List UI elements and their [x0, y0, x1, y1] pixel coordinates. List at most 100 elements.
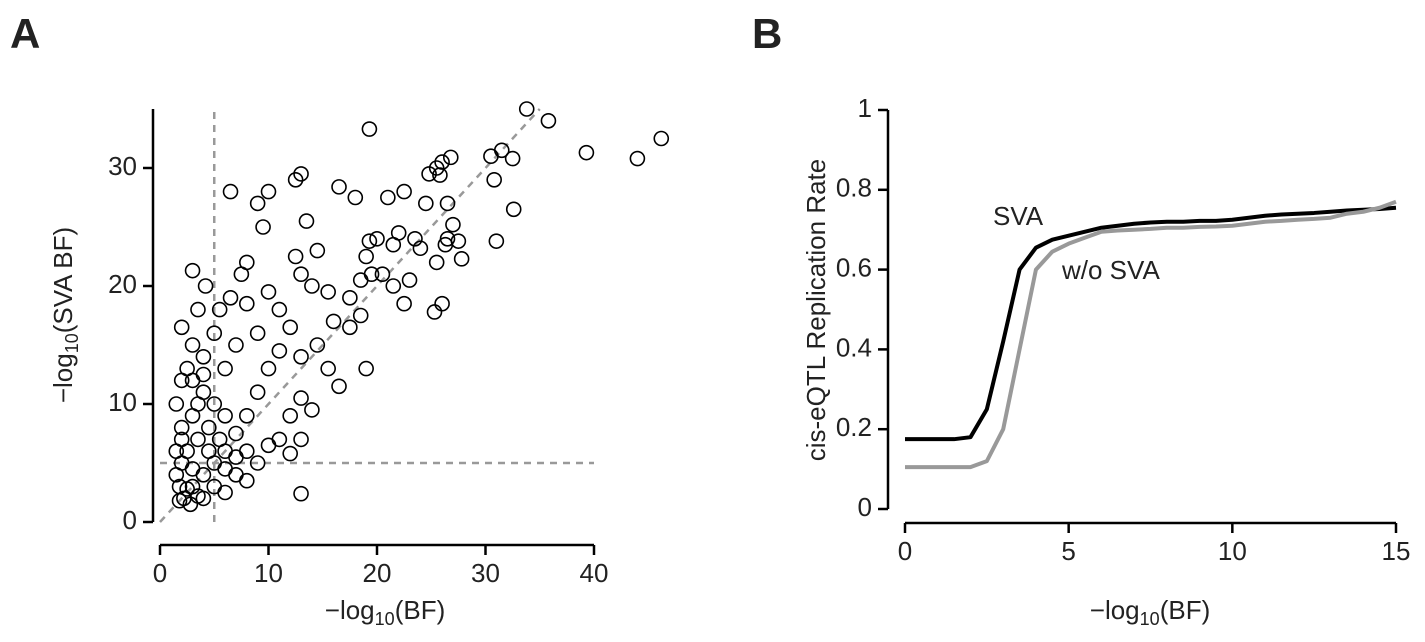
axis-label-part: (BF) [395, 595, 446, 625]
point [168, 443, 185, 460]
x-tick-label: 5 [1061, 536, 1075, 566]
point [168, 396, 185, 412]
series-label: SVA [993, 201, 1044, 231]
axis-label-sub: 10 [375, 609, 395, 629]
point [206, 325, 223, 342]
axis-label-part: (BF) [1160, 595, 1211, 625]
point [396, 183, 412, 200]
point [434, 295, 450, 312]
point [493, 142, 510, 159]
y-tick-label: 20 [108, 269, 137, 299]
point [293, 431, 309, 448]
reference-line [159, 108, 541, 523]
point [428, 254, 445, 271]
point [331, 378, 347, 395]
y-tick-label: 0.4 [836, 332, 872, 362]
point [228, 449, 244, 465]
y-tick-label: 0.2 [836, 412, 872, 442]
point [239, 295, 255, 312]
point [304, 278, 320, 294]
point [352, 307, 369, 324]
point [421, 166, 437, 182]
point [293, 166, 309, 182]
x-tick-label: 15 [1382, 536, 1411, 566]
point [206, 396, 223, 412]
point [407, 231, 423, 247]
point [184, 262, 201, 279]
point [361, 121, 378, 137]
point [217, 407, 233, 424]
point [195, 366, 212, 383]
point [282, 407, 299, 424]
point [309, 242, 326, 259]
point [374, 266, 391, 283]
y-tick-label: 0 [123, 505, 137, 535]
y-tick-label: 0.6 [836, 252, 872, 282]
point [282, 445, 299, 462]
point [282, 319, 299, 336]
x-tick-label: 20 [363, 558, 392, 588]
series-line [905, 205, 1397, 442]
axis-label-sub: 10 [62, 333, 82, 353]
point [182, 496, 199, 513]
axis-label: cis-eQTL Replication Rate [801, 159, 831, 462]
point [260, 360, 277, 377]
x-tick-label: 40 [580, 558, 609, 588]
series-line [905, 199, 1397, 470]
y-tick-label: 0 [858, 492, 872, 522]
x-tick-label: 30 [471, 558, 500, 588]
point [320, 284, 336, 300]
point [445, 216, 461, 233]
point [505, 201, 522, 218]
point [260, 183, 277, 200]
panel-label: B [752, 10, 782, 57]
axis-label-part: −log [1090, 595, 1140, 625]
point [184, 372, 201, 389]
point [293, 390, 309, 406]
point [195, 490, 212, 507]
point [190, 396, 206, 412]
point [239, 472, 255, 489]
axis-label-sub: 10 [1140, 609, 1160, 629]
point [437, 236, 454, 253]
point [271, 431, 288, 448]
point [222, 289, 239, 306]
point [197, 278, 214, 294]
point [195, 466, 212, 483]
point [249, 195, 266, 212]
point [184, 461, 201, 477]
point [361, 233, 378, 249]
point [228, 337, 244, 353]
point [287, 172, 304, 188]
point [331, 179, 347, 195]
point [206, 478, 223, 495]
point [358, 360, 374, 377]
point [228, 466, 244, 483]
point [488, 233, 505, 249]
point [412, 240, 429, 257]
x-tick-label: 10 [1218, 536, 1247, 566]
point [179, 481, 195, 497]
point [249, 455, 266, 471]
point [201, 419, 217, 436]
point [396, 295, 412, 312]
axis-label: −log10(BF) [325, 595, 445, 629]
point [211, 301, 228, 318]
point [358, 248, 374, 265]
point [342, 289, 358, 306]
point [249, 384, 266, 401]
point [342, 319, 358, 336]
point [363, 266, 380, 283]
point [347, 189, 364, 206]
point [173, 319, 190, 336]
point [309, 337, 326, 353]
x-tick-label: 0 [153, 558, 167, 588]
point [173, 419, 190, 436]
point [325, 313, 342, 330]
x-tick-label: 0 [898, 536, 912, 566]
point [260, 437, 277, 454]
point [629, 150, 646, 167]
point [255, 219, 271, 235]
point [260, 284, 277, 300]
point [195, 348, 212, 365]
